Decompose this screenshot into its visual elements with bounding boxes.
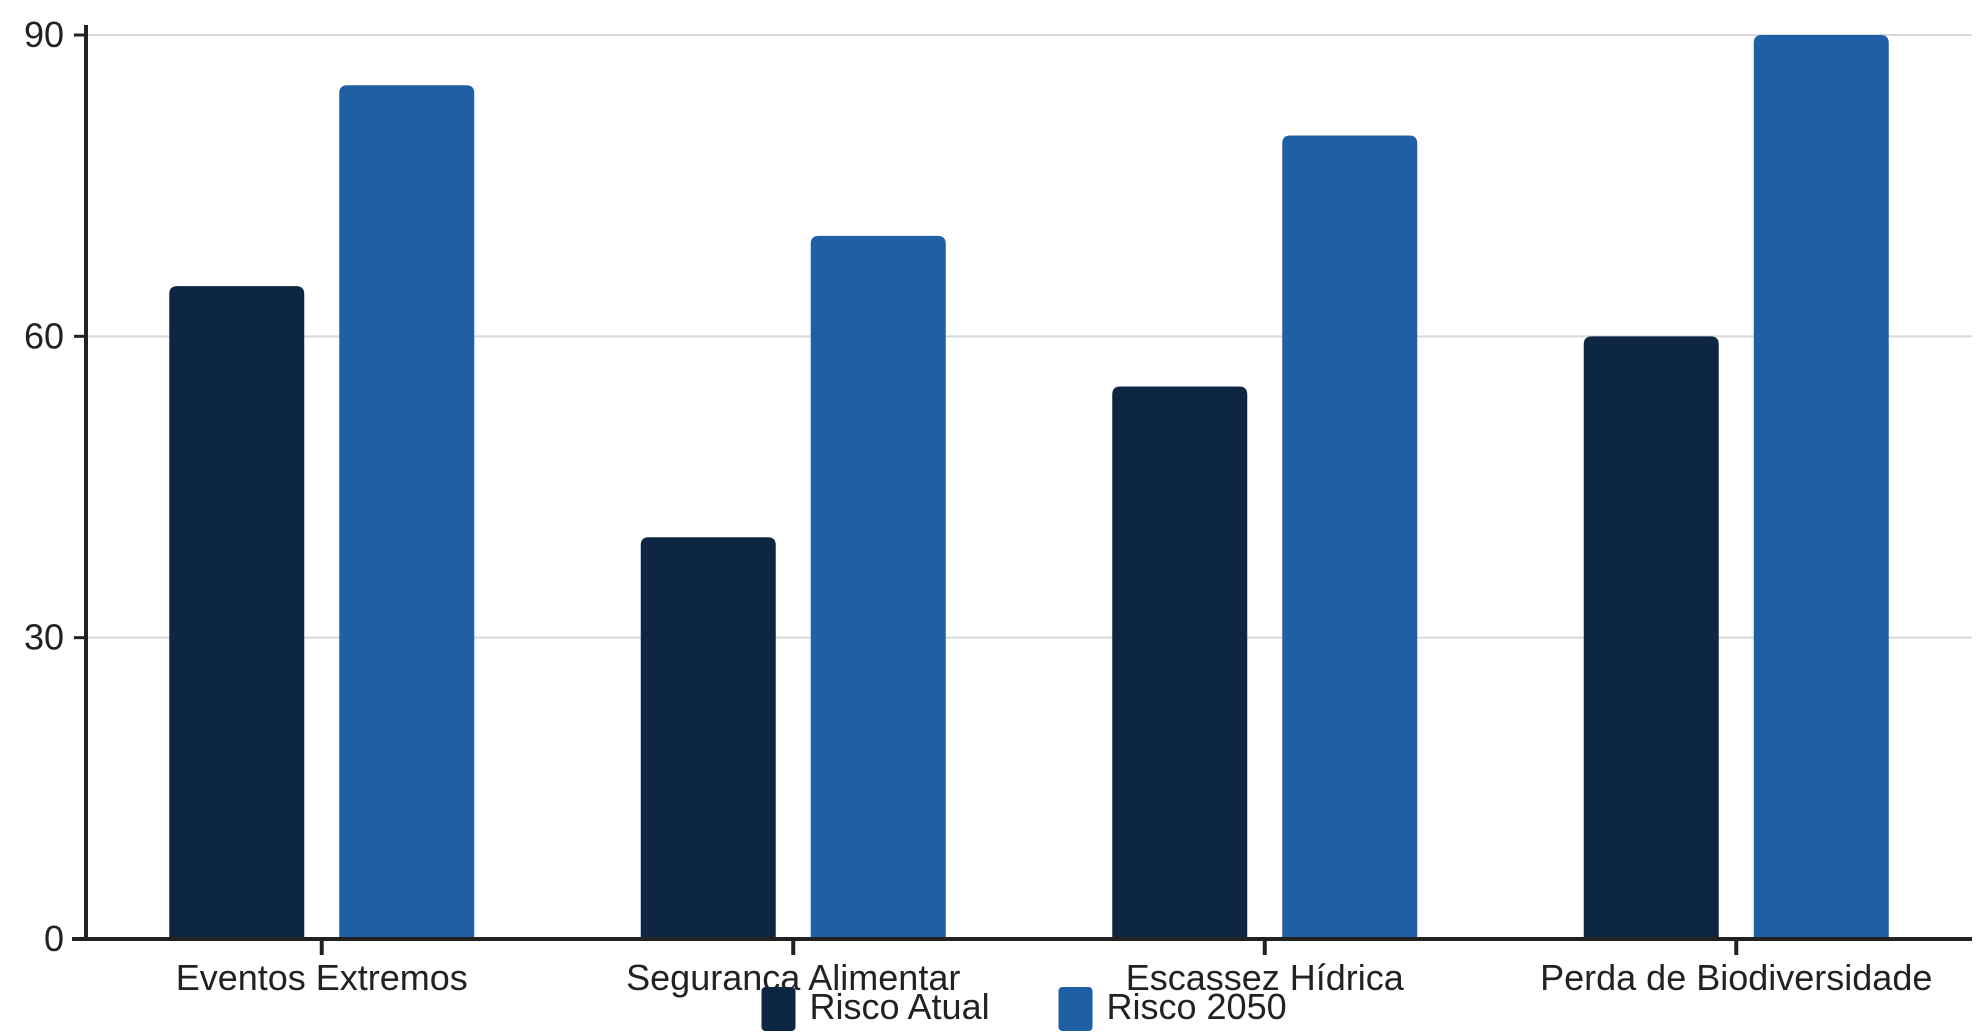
- legend-swatch: [761, 987, 796, 1031]
- x-tick-label: Eventos Extremos: [176, 957, 468, 998]
- bar: [640, 537, 776, 939]
- x-tick-label: Escassez Hídrica: [1126, 957, 1405, 998]
- bar: [339, 85, 475, 939]
- x-tick-label: Perda de Biodiversidade: [1540, 957, 1932, 998]
- y-tick-label: 90: [24, 14, 64, 55]
- y-tick-label: 0: [44, 918, 64, 959]
- bar: [1112, 386, 1248, 939]
- legend-label: Risco Atual: [810, 986, 990, 1027]
- legend-swatch: [1058, 987, 1093, 1031]
- bar: [1583, 336, 1719, 939]
- bar: [169, 286, 305, 940]
- bar: [1753, 35, 1889, 939]
- y-tick-label: 60: [24, 315, 64, 356]
- bar: [1282, 135, 1418, 939]
- legend: Risco Atual Risco 2050: [761, 986, 1287, 1031]
- bar: [810, 235, 946, 939]
- y-tick-label: 30: [24, 617, 64, 658]
- legend-label: Risco 2050: [1107, 986, 1287, 1027]
- bars: [169, 35, 1889, 940]
